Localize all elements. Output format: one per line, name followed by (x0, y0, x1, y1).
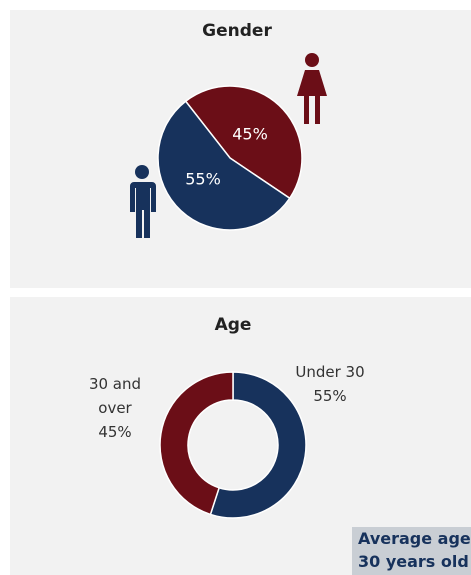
average-age-note: Average age 30 years old (352, 527, 471, 575)
pie-slice (157, 100, 291, 231)
value-label: 45% (98, 423, 132, 441)
chart-title: Age (215, 315, 252, 335)
pie-slice (184, 85, 303, 200)
value-label: 45% (232, 125, 268, 144)
category-label: Under 30 (295, 363, 365, 381)
female-icon (297, 53, 327, 124)
chart-title: Gender (202, 21, 272, 41)
note-line: Average age (358, 529, 471, 548)
value-label: 55% (313, 387, 347, 405)
value-label: 55% (185, 170, 221, 189)
donut-segment (209, 371, 307, 519)
category-label: 30 and over (88, 375, 142, 417)
donut-segment (159, 371, 234, 516)
male-icon (130, 165, 156, 238)
note-line: 30 years old (358, 552, 469, 571)
